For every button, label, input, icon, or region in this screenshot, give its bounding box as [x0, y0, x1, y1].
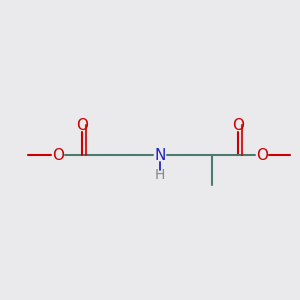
Text: O: O: [76, 118, 88, 133]
Text: N: N: [154, 148, 166, 163]
Text: O: O: [256, 148, 268, 163]
Text: O: O: [52, 148, 64, 163]
Text: O: O: [232, 118, 244, 133]
Text: H: H: [155, 168, 165, 182]
